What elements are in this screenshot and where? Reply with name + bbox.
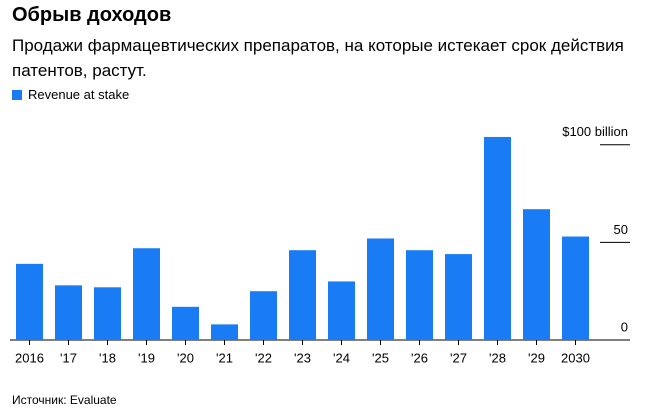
- x-tick-label: 2030: [561, 350, 590, 365]
- x-tick-label: '17: [60, 350, 77, 365]
- x-tick-label: 2016: [15, 350, 44, 365]
- bar: [211, 324, 238, 340]
- bar: [523, 209, 550, 340]
- x-tick-label: '19: [138, 350, 155, 365]
- y-tick-label: $100 billion: [562, 124, 628, 139]
- x-tick-label: '29: [528, 350, 545, 365]
- chart-title: Обрыв доходов: [12, 4, 172, 26]
- bar: [328, 281, 355, 340]
- chart-subtitle: Продажи фармацевтических препаратов, на …: [12, 36, 624, 80]
- bar: [406, 250, 433, 340]
- bar: [133, 248, 160, 340]
- x-tick-label: '25: [372, 350, 389, 365]
- bar: [250, 291, 277, 340]
- x-tick-label: '23: [294, 350, 311, 365]
- bar: [484, 136, 511, 340]
- bar: [55, 285, 82, 340]
- legend-swatch: [12, 89, 22, 100]
- legend-label: Revenue at stake: [28, 87, 130, 102]
- bar: [445, 254, 472, 340]
- x-tick-label: '28: [489, 350, 506, 365]
- bar: [172, 306, 199, 340]
- x-tick-label: '26: [411, 350, 428, 365]
- x-tick-label: '22: [255, 350, 272, 365]
- bar: [367, 238, 394, 340]
- x-tick-label: '24: [333, 350, 350, 365]
- header: Обрыв доходов Продажи фармацевтических п…: [12, 4, 642, 102]
- x-tick-label: '20: [177, 350, 194, 365]
- x-tick-label: '18: [99, 350, 116, 365]
- bar: [289, 250, 316, 340]
- x-tick-label: '21: [216, 350, 233, 365]
- legend: Revenue at stake: [12, 87, 642, 102]
- x-tick-label: '27: [450, 350, 467, 365]
- y-tick-label: 50: [614, 222, 628, 237]
- y-tick-label: 0: [621, 319, 628, 334]
- bar: [16, 263, 43, 340]
- bar: [562, 236, 589, 340]
- source: Источник: Evaluate: [12, 393, 117, 407]
- bar: [94, 287, 121, 340]
